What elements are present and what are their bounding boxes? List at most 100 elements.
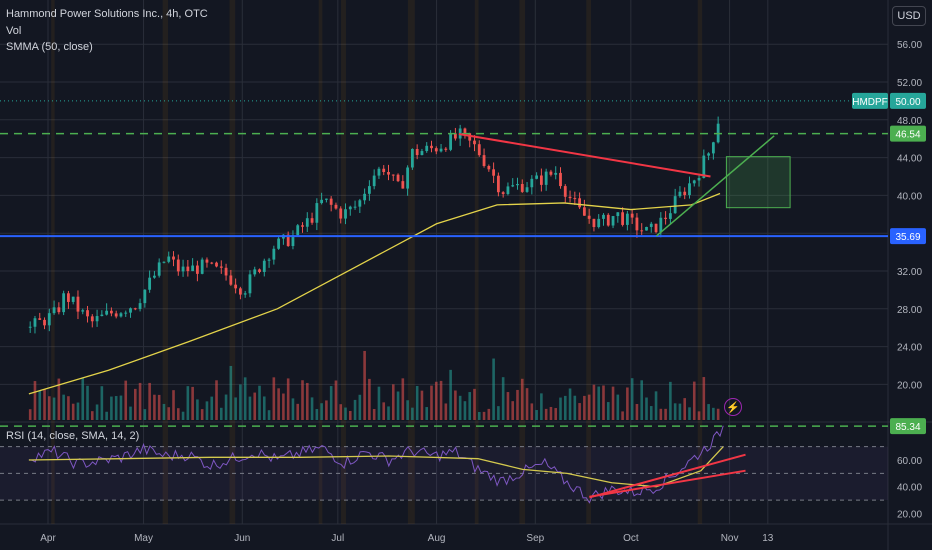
candle-body <box>630 213 634 218</box>
resistance-price-label: 46.54 <box>895 130 920 141</box>
candle-body <box>563 186 567 197</box>
candle-body <box>616 212 620 217</box>
volume-bar <box>124 380 128 420</box>
session-highlight <box>407 0 415 524</box>
volume-bar <box>411 407 414 420</box>
candle-body <box>215 262 218 267</box>
candle-body <box>367 186 371 194</box>
volume-bar <box>176 408 180 420</box>
volume-bar <box>430 385 433 420</box>
volume-bar <box>544 408 548 420</box>
volume-legend[interactable]: Vol <box>6 25 22 37</box>
candle-body <box>363 193 367 201</box>
candle-body <box>310 218 314 223</box>
session-highlight <box>51 0 55 524</box>
candle-body <box>267 259 271 261</box>
volume-bar <box>28 409 32 420</box>
candle-body <box>606 214 610 226</box>
volume-bar <box>583 395 586 420</box>
volume-bar <box>382 402 386 420</box>
session-highlight <box>318 0 323 524</box>
lightning-icon[interactable]: ⚡ <box>724 398 742 416</box>
volume-bar <box>654 391 658 420</box>
rsi-value-badge <box>890 418 926 435</box>
candle-body <box>635 217 639 231</box>
volume-bar <box>635 403 639 420</box>
candle-body <box>286 234 290 247</box>
candle-body <box>382 168 386 173</box>
volume-bar <box>43 389 46 420</box>
candle-body <box>191 265 195 272</box>
time-tick-label: Aug <box>428 533 446 544</box>
volume-bar <box>716 408 720 420</box>
candle-body <box>291 235 295 247</box>
candle-body <box>43 319 46 326</box>
volume-bar <box>597 386 601 420</box>
candle-body <box>186 266 190 272</box>
smma-legend[interactable]: SMMA (50, close) <box>6 41 93 53</box>
candle-body <box>554 172 558 175</box>
rsi-legend[interactable]: RSI (14, close, SMA, 14, 2) <box>6 430 140 442</box>
candle-body <box>530 178 534 188</box>
candle-body <box>133 308 137 310</box>
volume-bar <box>267 410 271 420</box>
volume-bar <box>138 382 142 420</box>
volume-bar <box>143 409 147 420</box>
volume-bar <box>33 381 37 420</box>
currency-button[interactable]: USD <box>892 6 926 26</box>
rsi-tick-label: 60.00 <box>897 456 922 467</box>
candle-body <box>315 203 319 223</box>
candle-body <box>339 208 343 219</box>
volume-bar <box>153 394 156 420</box>
candle-body <box>243 293 247 295</box>
volume-bar <box>301 380 304 420</box>
candle-body <box>372 175 376 187</box>
volume-bar <box>568 388 572 420</box>
chart-title-legend[interactable]: Hammond Power Solutions Inc., 4h, OTC <box>6 8 208 20</box>
volume-bar <box>477 411 481 420</box>
candle-body <box>248 274 252 294</box>
candle-body <box>707 153 710 156</box>
candle-body <box>697 177 701 181</box>
volume-bar <box>368 378 371 420</box>
volume-bar <box>554 408 558 420</box>
volume-bar <box>673 403 677 420</box>
time-tick-label: May <box>134 533 153 544</box>
time-tick-label: Sep <box>526 533 544 544</box>
candle-body <box>229 275 233 285</box>
volume-bar <box>100 386 104 420</box>
candle-body <box>219 266 223 268</box>
candle-body <box>664 217 667 219</box>
volume-bar <box>315 409 319 420</box>
candle-body <box>377 168 381 176</box>
volume-bar <box>492 358 495 420</box>
volume-bar <box>702 377 706 420</box>
candle-body <box>602 214 605 219</box>
volume-bar <box>669 381 672 420</box>
rsi-tick-label: 40.00 <box>897 483 922 494</box>
volume-bar <box>525 388 529 420</box>
volume-bar <box>167 407 171 420</box>
candle-body <box>296 225 300 236</box>
volume-bar <box>439 380 443 420</box>
price-tick-label: 24.00 <box>897 343 922 354</box>
price-tick-label: 20.00 <box>897 380 922 391</box>
candle-body <box>425 145 429 152</box>
volume-bar <box>133 388 137 420</box>
volume-bar <box>110 396 113 420</box>
candle-body <box>224 267 228 276</box>
volume-bar <box>434 381 438 420</box>
volume-bar <box>664 408 667 420</box>
candle-body <box>434 148 438 152</box>
candle-body <box>138 303 142 309</box>
price-tick-label: 52.00 <box>897 78 922 89</box>
candle-body <box>95 316 99 322</box>
candle-body <box>324 198 328 200</box>
time-tick-label: 13 <box>762 533 774 544</box>
candle-body <box>305 218 309 227</box>
volume-bar <box>334 380 338 420</box>
candle-body <box>640 230 644 232</box>
candle-body <box>401 181 405 189</box>
volume-bar <box>48 396 51 420</box>
